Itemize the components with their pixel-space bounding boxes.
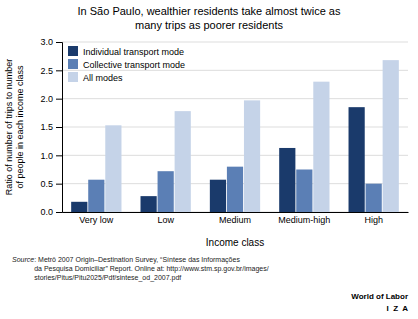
legend-item: All modes: [68, 72, 123, 83]
bar: [313, 82, 329, 212]
plot: 0.0 0.5 1.0 1.5 2.0 2.5 3.0 Very low Low Medium Me…: [40, 37, 408, 225]
source-text: : Metrô 2007 Origin–Destination Survey, …: [34, 256, 269, 282]
bar-series: [105, 60, 399, 212]
tick-label: Medium-high: [278, 215, 330, 225]
legend-swatch: [68, 72, 78, 82]
bar: [383, 60, 399, 212]
x-axis: Very low Low Medium Medium-high High: [63, 213, 409, 226]
y-tick: 2.0: [40, 94, 62, 104]
bar: [349, 107, 365, 212]
title-line: many trips as poorer residents: [135, 19, 283, 31]
bar: [366, 184, 382, 212]
source-line: stories/Pitus/Pitu2025/Pdf/sintese_od_20…: [34, 274, 181, 282]
x-tick: Medium-high: [278, 215, 330, 225]
bar-series: [88, 167, 382, 212]
tick-mark: [56, 212, 62, 213]
tick-mark: [56, 42, 62, 43]
bar: [158, 171, 174, 212]
bar: [105, 125, 121, 212]
y-axis-title-line: of people in each income class: [15, 65, 25, 189]
bar: [279, 148, 295, 212]
legend-label: Individual transport mode: [83, 47, 184, 57]
title: In São Paulo, wealthier residents take a…: [78, 5, 341, 31]
x-tick: Very low: [79, 215, 114, 225]
tick-mark: [56, 127, 62, 128]
tick-label: 2.5: [40, 66, 53, 76]
grid-line: [62, 98, 408, 99]
y-tick: 2.5: [40, 66, 62, 76]
bar: [296, 170, 312, 213]
publisher-name: World of Labor: [351, 292, 408, 301]
grid-line: [62, 42, 408, 43]
y-tick: 0.5: [40, 179, 62, 189]
legend-label: Collective transport mode: [83, 60, 185, 70]
x-tick: Medium: [219, 215, 251, 225]
source-line: da Pesquisa Domiciliar” Report. Online a…: [34, 265, 269, 273]
tick-mark: [56, 70, 62, 71]
x-axis-title: Income class: [206, 237, 264, 248]
legend-item: Individual transport mode: [68, 46, 184, 57]
y-axis-title-line: Ratio of number of trips to number: [4, 59, 14, 196]
tick-label: 1.5: [40, 122, 53, 132]
bar: [175, 111, 191, 212]
y-tick: 0.0: [40, 207, 62, 217]
tick-mark: [56, 184, 62, 185]
chart: In São Paulo, wealthier residents take a…: [0, 0, 418, 319]
legend-label: All modes: [83, 73, 123, 83]
tick-label: 0.5: [40, 179, 53, 189]
tick-mark: [56, 155, 62, 156]
bar: [88, 180, 104, 212]
grid: [62, 42, 408, 212]
tick-mark: [56, 99, 62, 100]
bar: [227, 167, 243, 212]
bar: [244, 100, 260, 212]
y-axis-title: Ratio of number of trips to numberof peo…: [4, 59, 25, 196]
tick-label: Very low: [79, 215, 114, 225]
legend: Individual transport mode Collective tran…: [68, 46, 185, 83]
source-label: Source: [12, 256, 34, 263]
x-tick: Low: [157, 215, 174, 225]
tick-label: 0.0: [40, 207, 53, 217]
tick-label: Low: [157, 215, 174, 225]
bar: [210, 180, 226, 212]
y-tick: 1.5: [40, 122, 62, 132]
source-line: : Metrô 2007 Origin–Destination Survey, …: [34, 256, 240, 264]
title-line: In São Paulo, wealthier residents take a…: [78, 5, 341, 17]
tick-label: Medium: [219, 215, 251, 225]
tick-label: 2.0: [40, 94, 53, 104]
y-tick: 3.0: [40, 37, 62, 47]
bar: [141, 196, 157, 212]
tick-label: 1.0: [40, 151, 53, 161]
tick-label: 3.0: [40, 37, 53, 47]
legend-swatch: [68, 59, 78, 69]
bars: [71, 60, 399, 212]
bar: [71, 202, 87, 212]
y-tick: 1.0: [40, 151, 62, 161]
axis-domain: [56, 43, 63, 213]
x-tick: High: [364, 215, 383, 225]
legend-swatch: [68, 46, 78, 56]
axis-domain: [63, 212, 409, 213]
legend-item: Collective transport mode: [68, 59, 185, 70]
publisher-mark: I Z A: [387, 304, 409, 313]
tick-label: High: [364, 215, 383, 225]
y-axis: 0.0 0.5 1.0 1.5 2.0 2.5 3.0: [40, 37, 62, 217]
